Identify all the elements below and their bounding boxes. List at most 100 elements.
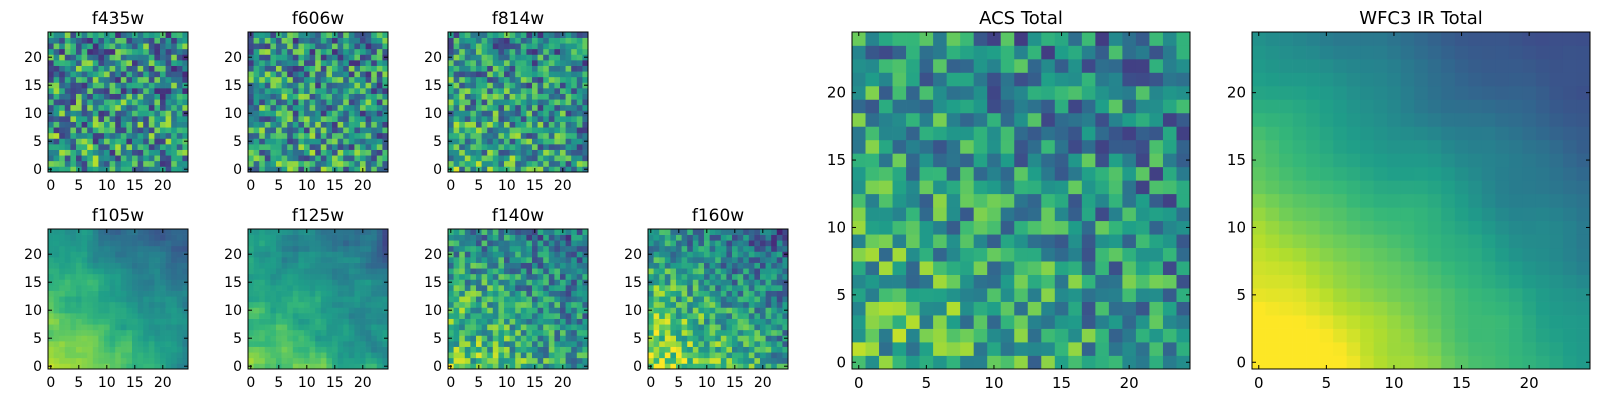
heatmap-cell bbox=[960, 301, 975, 316]
heatmap-cell bbox=[526, 166, 533, 173]
heatmap-cell bbox=[771, 324, 778, 331]
heatmap-cell bbox=[515, 251, 522, 258]
heatmap-cell bbox=[687, 357, 694, 364]
heatmap-cell bbox=[126, 307, 133, 314]
heatmap-cell bbox=[681, 245, 688, 252]
heatmap-cell bbox=[109, 341, 116, 347]
heatmap-cell bbox=[548, 116, 555, 122]
x-tick-label: 15 bbox=[126, 375, 144, 391]
heatmap-cell bbox=[481, 110, 488, 117]
heatmap-cell bbox=[70, 307, 77, 314]
heatmap-cell bbox=[687, 352, 694, 359]
heatmap-cell bbox=[509, 71, 516, 78]
heatmap-cell bbox=[292, 48, 299, 55]
heatmap-cell bbox=[933, 180, 947, 195]
heatmap-cell bbox=[76, 273, 82, 280]
heatmap-cell bbox=[360, 240, 366, 247]
heatmap-cell bbox=[64, 262, 71, 269]
heatmap-cell bbox=[309, 54, 316, 61]
heatmap-cell bbox=[171, 363, 178, 370]
heatmap-cell bbox=[548, 357, 555, 364]
heatmap-cell bbox=[720, 352, 727, 359]
heatmap-cell bbox=[852, 315, 866, 329]
heatmap-cell bbox=[176, 257, 183, 263]
heatmap-cell bbox=[343, 363, 350, 370]
heatmap-cell bbox=[354, 285, 361, 291]
heatmap-cell bbox=[182, 245, 189, 252]
heatmap-cell bbox=[382, 285, 389, 291]
heatmap-cell bbox=[571, 127, 578, 134]
heatmap-cell bbox=[459, 229, 466, 235]
heatmap-cell bbox=[509, 166, 516, 173]
heatmap-cell bbox=[537, 82, 544, 89]
heatmap-cell bbox=[481, 279, 488, 286]
heatmap-cell bbox=[253, 116, 260, 122]
heatmap-cell bbox=[281, 121, 288, 128]
heatmap-cell bbox=[70, 290, 77, 297]
heatmap-cell bbox=[309, 144, 316, 150]
heatmap-cell bbox=[337, 341, 344, 347]
heatmap-cell bbox=[81, 110, 88, 117]
heatmap-cell bbox=[459, 37, 466, 44]
heatmap-cell bbox=[137, 307, 144, 314]
heatmap-cell bbox=[1135, 247, 1150, 262]
heatmap-cell bbox=[571, 116, 578, 122]
heatmap-cell bbox=[376, 99, 383, 106]
heatmap-cell bbox=[960, 234, 975, 249]
heatmap-cell bbox=[87, 285, 94, 291]
heatmap-cell bbox=[459, 54, 466, 61]
heatmap-cell bbox=[571, 88, 578, 94]
heatmap-cell bbox=[481, 296, 488, 303]
heatmap-cell bbox=[537, 318, 544, 325]
heatmap-cell bbox=[143, 273, 150, 280]
heatmap-cell bbox=[48, 301, 54, 308]
heatmap-cell bbox=[560, 268, 566, 275]
heatmap-cell bbox=[459, 155, 466, 162]
heatmap-cell bbox=[59, 138, 66, 145]
heatmap-cell bbox=[571, 251, 578, 258]
heatmap-cell bbox=[160, 329, 166, 336]
heatmap-cell bbox=[182, 32, 189, 38]
heatmap-cell bbox=[565, 121, 572, 128]
heatmap-cell bbox=[879, 328, 893, 343]
heatmap-cell bbox=[376, 229, 383, 235]
heatmap-cell bbox=[659, 290, 666, 297]
heatmap-cell bbox=[548, 324, 555, 331]
heatmap-cell bbox=[481, 307, 488, 314]
heatmap-cell bbox=[360, 160, 366, 167]
heatmap-cell bbox=[470, 166, 477, 173]
heatmap-cell bbox=[270, 268, 277, 275]
heatmap-cell bbox=[165, 149, 172, 156]
heatmap-cell bbox=[81, 127, 88, 134]
heatmap-cell bbox=[320, 121, 327, 128]
heatmap-cell bbox=[1041, 288, 1056, 302]
heatmap-cell bbox=[576, 285, 583, 291]
heatmap-cell bbox=[459, 251, 466, 258]
heatmap-cell bbox=[143, 110, 150, 117]
heatmap-cell bbox=[148, 318, 155, 325]
heatmap-cell bbox=[287, 335, 294, 342]
heatmap-cell bbox=[464, 245, 471, 252]
heatmap-cell bbox=[453, 257, 460, 263]
heatmap-cell bbox=[504, 346, 510, 353]
heatmap-cell bbox=[548, 341, 555, 347]
heatmap-cell bbox=[504, 116, 510, 122]
heatmap-cell bbox=[92, 76, 99, 83]
heatmap-cell bbox=[582, 341, 589, 347]
heatmap-cell bbox=[348, 346, 355, 353]
heatmap-cell bbox=[365, 318, 372, 325]
heatmap-cell bbox=[332, 240, 338, 247]
heatmap-cell bbox=[59, 357, 66, 364]
heatmap-cell bbox=[70, 65, 77, 72]
heatmap-cell bbox=[154, 60, 161, 66]
heatmap-cell bbox=[264, 234, 271, 241]
heatmap-cell bbox=[360, 285, 366, 291]
heatmap-cell bbox=[560, 240, 566, 247]
heatmap-cell bbox=[343, 229, 350, 235]
heatmap-cell bbox=[1081, 247, 1096, 262]
heatmap-cell bbox=[104, 346, 110, 353]
heatmap-cell bbox=[681, 290, 688, 297]
heatmap-cell bbox=[70, 71, 77, 78]
heatmap-cell bbox=[865, 193, 880, 208]
heatmap-cell bbox=[476, 318, 482, 325]
